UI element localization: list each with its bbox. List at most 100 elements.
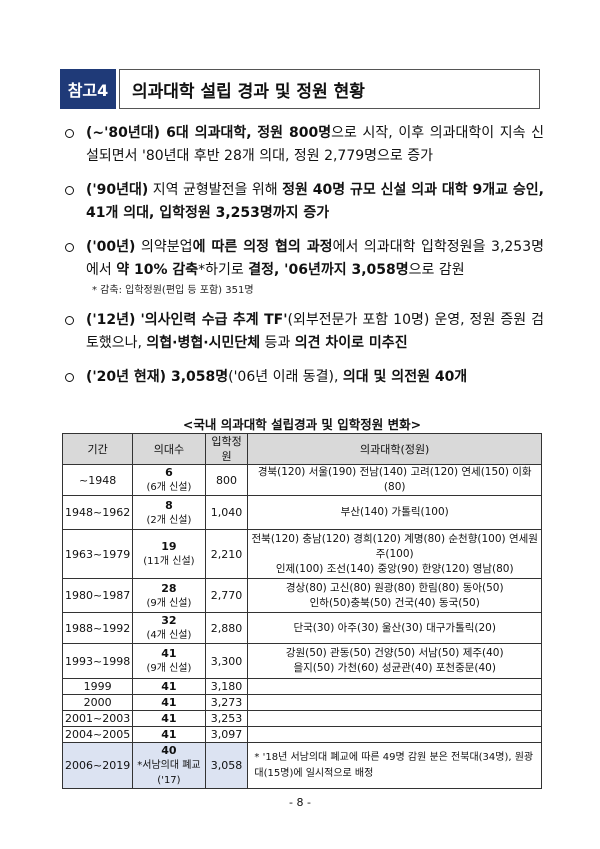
bullet-text: 정원 40명 규모 신설 의과 대학 9개교 승인, 41개 의대, 입학정원 … bbox=[86, 182, 544, 221]
count-note: (9개 신설) bbox=[146, 663, 192, 674]
period-cell: 2004~2005 bbox=[61, 726, 134, 743]
bullet-marker bbox=[65, 186, 74, 195]
count-note: *서남의대 폐교('17) bbox=[137, 760, 201, 786]
university-line: 강원(50) 관동(50) 건양(50) 서남(50) 제주(40) bbox=[285, 647, 504, 659]
quota-cell: 3,273 bbox=[204, 694, 249, 711]
university-line: 을지(50) 가천(60) 성균관(40) 포천중문(40) bbox=[293, 662, 496, 674]
quota-cell: 800 bbox=[204, 464, 249, 496]
universities-cell: * '18년 서남의대 폐교에 따른 49명 감원 분은 전북대(34명), 원… bbox=[247, 742, 542, 789]
column-header: 의대수 bbox=[132, 433, 206, 465]
count-cell: 41 bbox=[132, 726, 206, 743]
count-cell: 41 bbox=[132, 710, 206, 727]
column-header: 기간 bbox=[61, 433, 134, 465]
bullet-text: '의사인력 수급 추계 TF' bbox=[140, 312, 288, 328]
header-row: 기간 의대수 입학정원 의과대학(정원) bbox=[61, 433, 542, 465]
bullet-text: *하기로 bbox=[198, 262, 249, 278]
bullet-list: (~'80년대) 6대 의과대학, 정원 800명으로 시작, 이후 의과대학이… bbox=[62, 122, 544, 400]
count: 41 bbox=[161, 712, 177, 725]
count: 41 bbox=[161, 680, 177, 693]
count: 32 bbox=[161, 614, 177, 627]
bullet-text: ('06년 이래 동결), bbox=[228, 369, 343, 385]
bullet-note: * 감축: 입학정원(편입 등 포함) 351명 bbox=[92, 285, 254, 296]
count: 41 bbox=[161, 728, 177, 741]
bullet-text: 으로 시작, 이후 의과대학이 지속 신설되면서 '80년대 후반 28개 의대… bbox=[86, 125, 544, 164]
page-number: - 8 - bbox=[289, 796, 311, 809]
period-cell: 2000 bbox=[61, 694, 134, 711]
bullet-text: (~'80년대) 6대 의과대학, bbox=[86, 125, 252, 141]
bullet-text: 의견 차이로 미추진 bbox=[294, 335, 408, 351]
table-row: 1963~1979 19 (11개 신설) 2,210 전북(120) 충남(120) … bbox=[61, 529, 542, 579]
university-line: 경상(80) 고신(80) 원광(80) 한림(80) 동아(50) bbox=[285, 581, 504, 594]
bullet: ('20년 현재) 3,058명('06년 이래 동결), 의대 및 의전원 4… bbox=[62, 366, 544, 389]
count: 6 bbox=[165, 466, 173, 479]
table-row: 1948~1962 8 (2개 신설) 1,040 부산(140) 가톨릭(100) bbox=[61, 495, 542, 530]
count-cell: 8 (2개 신설) bbox=[132, 495, 206, 530]
bullet-marker bbox=[65, 129, 74, 138]
bullet-text: 의협·병협·시민단체 bbox=[146, 335, 261, 351]
universities-cell: 부산(140) 가톨릭(100) bbox=[247, 495, 542, 530]
bullet: (~'80년대) 6대 의과대학, 정원 800명으로 시작, 이후 의과대학이… bbox=[62, 122, 544, 168]
period-cell: 1980~1987 bbox=[61, 578, 134, 613]
bullet-text: 등과 bbox=[260, 335, 295, 351]
period-cell: 1963~1979 bbox=[61, 529, 134, 579]
university-line: 단국(30) 아주(30) 울산(30) 대구가톨릭(20) bbox=[293, 621, 496, 634]
bullet-marker bbox=[65, 316, 74, 325]
column-header: 의과대학(정원) bbox=[247, 433, 542, 465]
count: 41 bbox=[161, 696, 177, 709]
bullet-text: 의대 및 의전원 40개 bbox=[342, 369, 468, 385]
bullet-text: 지역 균형발전을 위해 bbox=[148, 182, 283, 198]
table: 기간 의대수 입학정원 의과대학(정원) ~1948 6 (6개 신설) 800 경북(120)… bbox=[61, 433, 542, 789]
table-row: 2000 41 3,273 bbox=[61, 694, 542, 711]
count-note: (9개 신설) bbox=[146, 597, 192, 609]
universities-cell bbox=[247, 726, 542, 743]
quota-cell: 2,770 bbox=[204, 578, 249, 613]
count-cell: 41 bbox=[132, 694, 206, 711]
bullet-text: ('00년) bbox=[86, 239, 136, 255]
university-line: 인제(100) 조선(140) 중앙(90) 한양(120) 영남(80) bbox=[275, 562, 514, 575]
period-cell: 1999 bbox=[61, 678, 134, 695]
quota-cell: 3,180 bbox=[204, 678, 249, 695]
count-cell: 6 (6개 신설) bbox=[132, 464, 206, 496]
count-note: (11개 신설) bbox=[143, 556, 195, 567]
quota-cell: 1,040 bbox=[204, 495, 249, 530]
table-row: 1980~1987 28 (9개 신설) 2,770 경상(80) 고신(80) 원광(… bbox=[61, 578, 542, 613]
count-cell: 41 (9개 신설) bbox=[132, 643, 206, 679]
quota-cell: 2,210 bbox=[204, 529, 249, 579]
quota-cell: 3,097 bbox=[204, 726, 249, 743]
bullet: ('00년) 의약분업에 따른 의정 협의 과정에서 의과대학 입학정원을 3,… bbox=[62, 236, 544, 298]
count-cell: 40 *서남의대 폐교('17) bbox=[132, 742, 206, 789]
university-line: 전북(120) 충남(120) 경희(120) 계명(80) 순천향(100) … bbox=[251, 532, 538, 560]
university-line: 경북(120) 서울(190) 전남(140) 고려(120) 연세(150) … bbox=[257, 466, 532, 493]
count-cell: 32 (4개 신설) bbox=[132, 612, 206, 644]
universities-cell: 전북(120) 충남(120) 경희(120) 계명(80) 순천향(100) … bbox=[247, 529, 542, 579]
period-cell: 1948~1962 bbox=[61, 495, 134, 530]
count-cell: 19 (11개 신설) bbox=[132, 529, 206, 579]
bullet-text: ('90년대) bbox=[86, 182, 149, 198]
bullet: ('12년) '의사인력 수급 추계 TF'(외부전문가 포함 10명) 운영,… bbox=[62, 309, 544, 355]
quota-cell: 3,253 bbox=[204, 710, 249, 727]
bullet: ('90년대) 지역 균형발전을 위해 정원 40명 규모 신설 의과 대학 9… bbox=[62, 179, 544, 225]
period-cell: ~1948 bbox=[61, 464, 134, 496]
table-row: 2004~2005 41 3,097 bbox=[61, 726, 542, 743]
university-line: * '18년 서남의대 폐교에 따른 49명 감원 분은 전북대(34명), 원… bbox=[254, 751, 534, 779]
universities-cell: 단국(30) 아주(30) 울산(30) 대구가톨릭(20) bbox=[247, 612, 542, 644]
period-cell: 1988~1992 bbox=[61, 612, 134, 644]
bullet-marker bbox=[65, 243, 74, 252]
table-row: 1993~1998 41 (9개 신설) 3,300 강원(50) 관동(50) 건양(… bbox=[61, 643, 542, 679]
bullet-text: 에서 의과대학 입학정원을 3,253명에서 bbox=[86, 239, 544, 278]
count-note: (6개 신설) bbox=[146, 482, 192, 493]
table-body: ~1948 6 (6개 신설) 800 경북(120) 서울(190) 전남(140) … bbox=[61, 464, 542, 789]
header-title: 의과대학 설립 경과 및 정원 현황 bbox=[119, 69, 540, 109]
period-cell: 2006~2019 bbox=[61, 742, 134, 789]
count: 8 bbox=[165, 498, 173, 512]
table-row: 1999 41 3,180 bbox=[61, 678, 542, 695]
table-row: 2006~2019 40 *서남의대 폐교('17) 3,058 * '18년 서남의대… bbox=[61, 742, 542, 789]
count-cell: 41 bbox=[132, 678, 206, 695]
universities-cell bbox=[247, 678, 542, 695]
period-cell: 1993~1998 bbox=[61, 643, 134, 679]
header: 참고4 의과대학 설립 경과 및 정원 현황 bbox=[60, 69, 540, 109]
table-row: 2001~2003 41 3,253 bbox=[61, 710, 542, 727]
bullet-text: 약 10% 감축 bbox=[116, 262, 199, 278]
